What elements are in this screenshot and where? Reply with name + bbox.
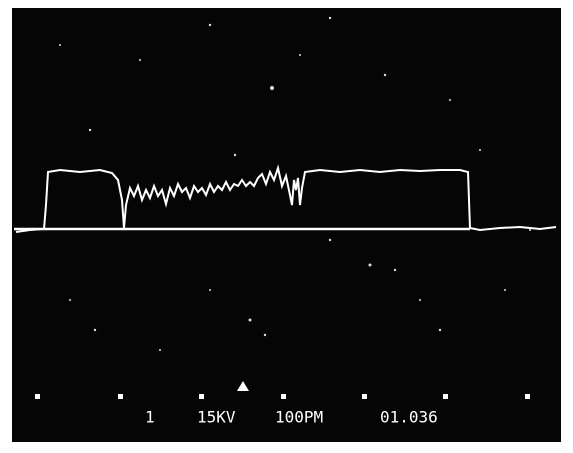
frame: 01.036 bbox=[380, 408, 438, 427]
page: {"caption": {"detector": "1", "voltage":… bbox=[0, 0, 573, 453]
scale: 100PM bbox=[275, 408, 323, 427]
voltage: 15KV bbox=[197, 408, 236, 427]
detector: 1 bbox=[145, 408, 155, 427]
micrograph: 1 15KV 100PM 01.036 bbox=[0, 0, 573, 453]
image-area bbox=[12, 8, 561, 442]
